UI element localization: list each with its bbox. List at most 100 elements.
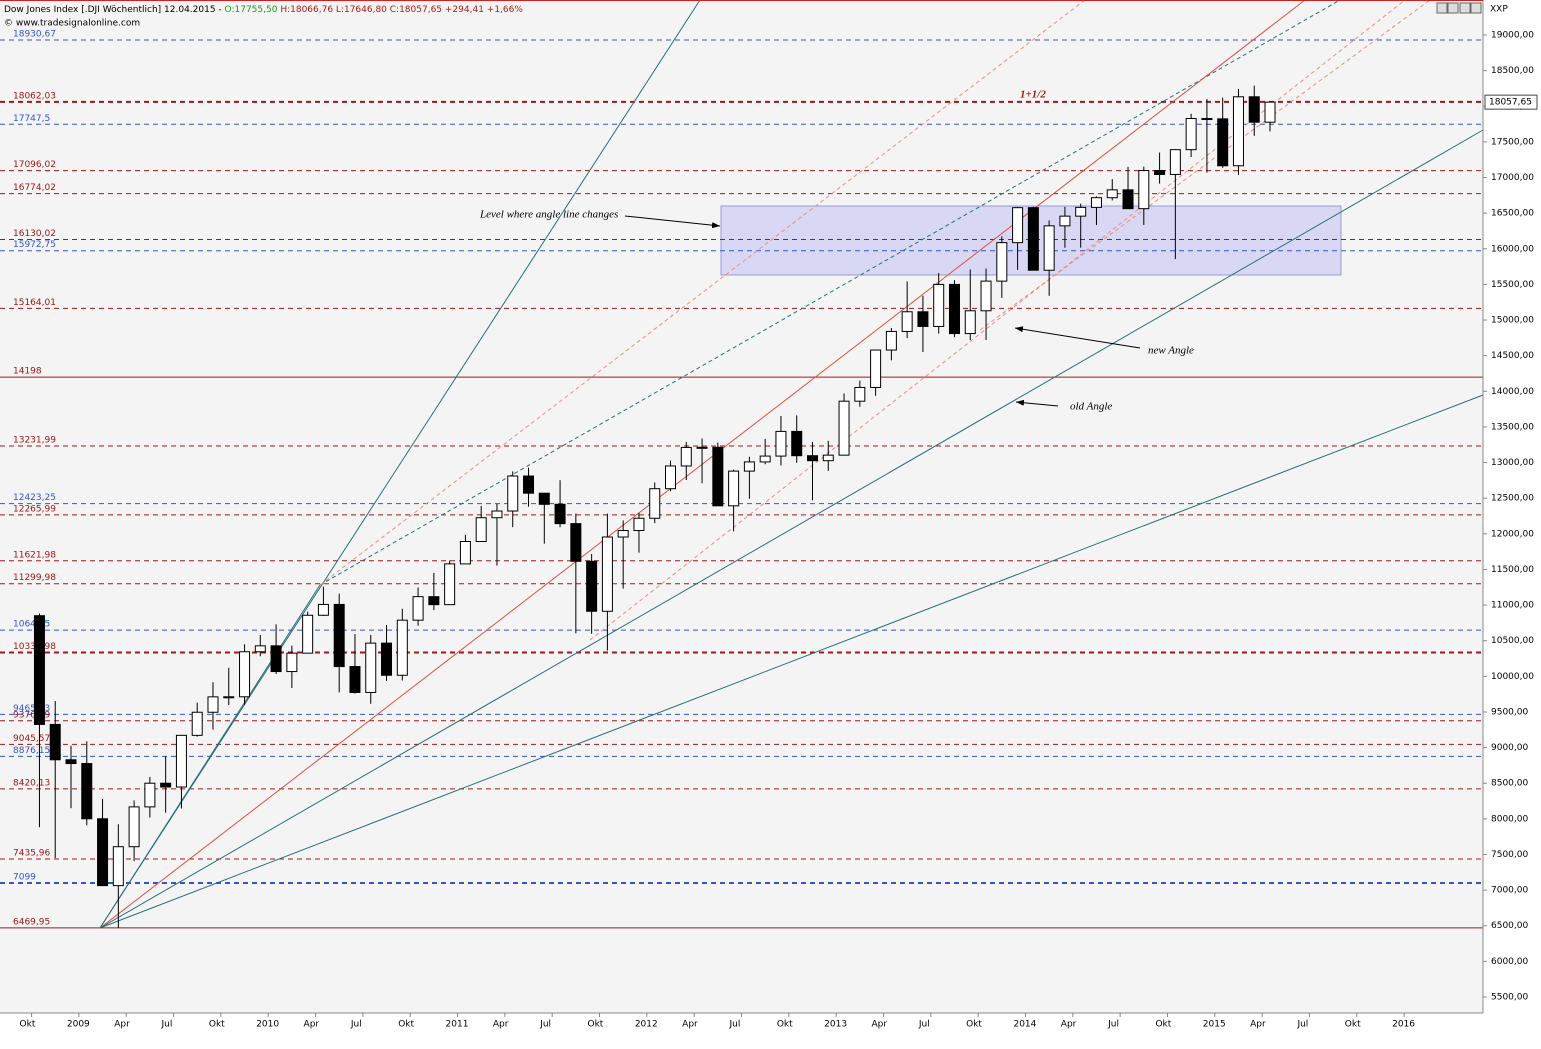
x-tick-label: Apr <box>114 1020 130 1030</box>
y-tick-label: 8500,00 <box>1491 779 1528 789</box>
candle-body <box>302 614 314 654</box>
y-tick-label: 16000,00 <box>1491 244 1534 254</box>
candle-body <box>81 763 93 820</box>
level-label: 16130,02 <box>13 229 56 239</box>
x-tick-label: Okt <box>1155 1020 1171 1030</box>
level-label: 9465,33 <box>13 704 50 714</box>
x-tick-label: Okt <box>209 1020 225 1030</box>
btn-close[interactable] <box>1470 2 1482 14</box>
candle-body <box>570 523 582 562</box>
candle-body <box>349 666 361 693</box>
level-label: 15972,75 <box>13 240 56 250</box>
candle-body <box>1122 189 1134 210</box>
x-tick-label: Apr <box>1250 1020 1266 1030</box>
candle-body <box>948 283 960 335</box>
y-tick-label: 11500,00 <box>1491 565 1534 575</box>
candle-body <box>1090 197 1102 208</box>
candle-body <box>144 782 156 808</box>
y-tick-label: 17000,00 <box>1491 173 1534 183</box>
level-label: 6469,95 <box>13 917 50 927</box>
candle-body <box>286 652 298 673</box>
candle-body <box>1248 96 1260 123</box>
candle-body <box>128 806 140 848</box>
x-tick-label: Okt <box>20 1020 36 1030</box>
candle-body <box>112 846 124 887</box>
candle-body <box>523 475 535 494</box>
annotation: 1+1/2 <box>1020 89 1046 101</box>
candle-body <box>854 386 866 402</box>
y-tick-label: 18500,00 <box>1491 66 1534 76</box>
candle-body <box>933 283 945 327</box>
level-label: 17096,02 <box>13 160 56 170</box>
x-tick-label: Okt <box>777 1020 793 1030</box>
candle-body <box>317 603 329 616</box>
candle-body <box>1201 118 1213 121</box>
btn-prev[interactable] <box>1436 2 1448 14</box>
candle-body <box>270 645 282 673</box>
candle-body <box>617 530 629 538</box>
candle-body <box>1106 189 1118 199</box>
x-tick-label: Apr <box>682 1020 698 1030</box>
level-label: 12265,99 <box>13 504 56 514</box>
candle-body <box>885 330 897 351</box>
x-tick-label: Jul <box>1107 1020 1119 1030</box>
candle-body <box>1012 207 1024 244</box>
level-label: 14198 <box>13 367 42 377</box>
candle-body <box>759 455 771 463</box>
y-tick-label: 10500,00 <box>1491 636 1534 646</box>
arrow <box>1015 399 1059 407</box>
candle-body <box>680 446 692 467</box>
x-tick-label: Apr <box>1061 1020 1077 1030</box>
btn-next[interactable] <box>1447 2 1459 14</box>
candle-body <box>1232 96 1244 167</box>
header-open: O:17755,50 <box>225 5 278 15</box>
x-tick-label: Okt <box>1345 1020 1361 1030</box>
x-tick-label: 2009 <box>67 1020 90 1030</box>
x-tick-label: 2016 <box>1392 1020 1415 1030</box>
candle-body <box>554 503 566 525</box>
level-label: 16774,02 <box>13 183 56 193</box>
candle-body <box>1217 118 1229 167</box>
x-tick-label: 2011 <box>446 1020 469 1030</box>
header-title: Dow Jones Index [.DJI Wöchentlich] 12.04… <box>4 5 225 15</box>
y-tick-label: 14500,00 <box>1491 351 1534 361</box>
level-label: 9045,57 <box>13 734 50 744</box>
candle-body <box>1154 170 1166 175</box>
candle-body <box>65 759 77 765</box>
candle-body <box>239 651 251 698</box>
x-tick-label: Apr <box>493 1020 509 1030</box>
plot-area <box>0 0 1483 1013</box>
x-tick-label: 2013 <box>824 1020 847 1030</box>
candle-body <box>649 488 661 519</box>
symbol: XXP <box>1490 5 1508 15</box>
x-tick-label: 2014 <box>1013 1020 1036 1030</box>
y-tick-label: 15500,00 <box>1491 280 1534 290</box>
candle-body <box>1264 101 1276 123</box>
last-price-label: 18057,65 <box>1489 98 1532 108</box>
y-tick-label: 12500,00 <box>1491 494 1534 504</box>
candle-body <box>1027 207 1039 271</box>
level-label: 9376,19 <box>13 710 50 720</box>
level-label: 18062,03 <box>13 91 56 101</box>
candle-body <box>396 619 408 676</box>
y-tick-label: 8000,00 <box>1491 814 1528 824</box>
x-tick-label: Jul <box>729 1020 741 1030</box>
btn-max[interactable] <box>1459 2 1471 14</box>
y-tick-label: 7500,00 <box>1491 850 1528 860</box>
candle-body <box>1185 118 1197 151</box>
candle-body <box>917 311 929 327</box>
x-tick-label: Jul <box>918 1020 930 1030</box>
x-tick-label: Okt <box>966 1020 982 1030</box>
x-tick-label: Okt <box>588 1020 604 1030</box>
candle-body <box>1043 225 1055 271</box>
candle-body <box>160 782 172 788</box>
y-tick-label: 6000,00 <box>1491 957 1528 967</box>
candle-body <box>49 723 61 761</box>
annotation: new Angle <box>1148 345 1194 357</box>
y-tick-label: 13000,00 <box>1491 458 1534 468</box>
candle-body <box>601 536 613 612</box>
level-label: 11299,98 <box>13 573 56 583</box>
candle-body <box>665 465 677 490</box>
level-label: 7435,96 <box>13 849 50 859</box>
y-tick-label: 9000,00 <box>1491 743 1528 753</box>
